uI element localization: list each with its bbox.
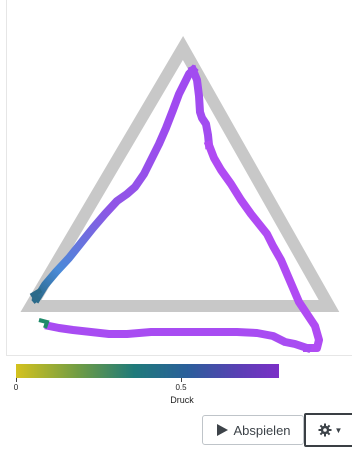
colorbar-gradient (16, 364, 279, 378)
play-icon (217, 424, 229, 436)
chevron-down-icon: ▼ (334, 425, 343, 435)
pressure-colorbar (16, 364, 279, 378)
colorbar-tick-label: 0 (13, 383, 19, 392)
pen-stroke-start (29, 287, 43, 304)
pen-stroke-bottom-start (38, 318, 50, 329)
colorbar-title: Druck (170, 395, 194, 405)
drawing-svg (20, 36, 340, 354)
play-button[interactable]: Abspielen (202, 415, 304, 445)
guide-triangle (20, 36, 340, 312)
play-button-label: Abspielen (233, 422, 291, 438)
drawing-canvas[interactable] (6, 0, 352, 356)
settings-dropdown-button[interactable]: ▼ (304, 413, 352, 447)
pen-stroke-right (203, 139, 323, 352)
colorbar-tick-1 (181, 378, 182, 382)
pen-stroke-left (31, 64, 199, 304)
pen-stroke-apex (187, 64, 214, 150)
colorbar-tick-0 (16, 378, 17, 382)
gear-icon (318, 423, 332, 437)
colorbar-tick-label: 0.5 (175, 383, 187, 392)
pen-stroke-bottom (44, 321, 313, 354)
